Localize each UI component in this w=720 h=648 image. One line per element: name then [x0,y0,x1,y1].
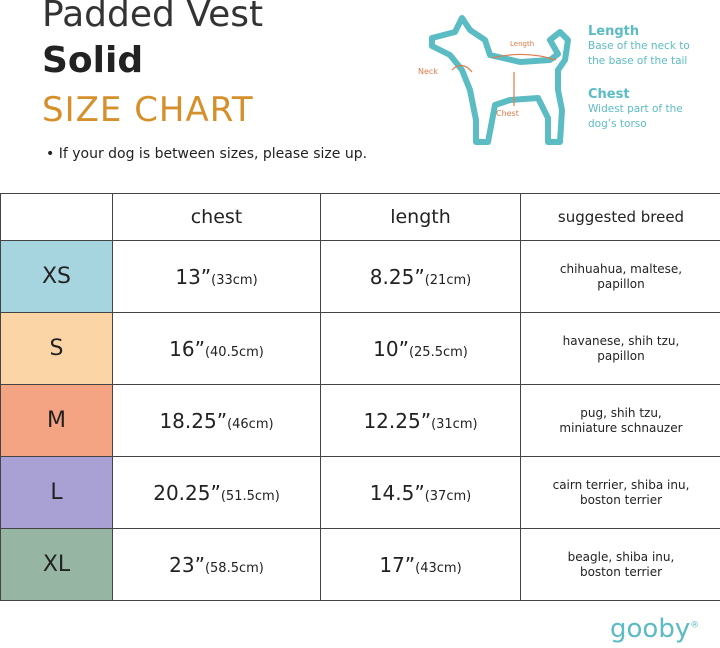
size-row: S 16”(40.5cm) 10”(25.5cm) havanese, shih tz… [0,312,720,385]
breed-line: pug, shih tzu, [580,405,662,420]
length-cell: 8.25”(21cm) [320,240,521,313]
length-cm: (25.5cm) [408,344,468,360]
length-cell: 12.25”(31cm) [320,384,521,457]
chest-cm: (40.5cm) [204,344,264,360]
chest-cm: (51.5cm) [220,488,280,504]
breed-line: beagle, shiba inu, [567,549,675,564]
length-cm: (31cm) [431,416,478,432]
note: • If your dog is between sizes, please s… [46,146,368,162]
legend: Length Base of the neck to the base of the… [588,24,690,132]
chest-cell: 23”(58.5cm) [112,528,321,601]
legend-line: dog’s torso [588,118,647,130]
size-row: M 18.25”(46cm) 12.25”(31cm) pug, shih tzu, m… [0,384,720,457]
breed-cell: cairn terrier, shiba inu, boston terrier [520,456,720,529]
legend-item: Chest Widest part of the dog’s torso [588,87,690,132]
size-cell: L [0,456,113,529]
legend-line: Widest part of the [588,103,683,115]
legend-line: Base of the neck to [588,40,690,52]
size-row: XL 23”(58.5cm) 17”(43cm) beagle, shiba inu,… [0,528,720,601]
dog-outline [429,15,571,145]
chest-label: Chest [496,109,519,118]
length-arrow [491,53,557,61]
breed-line: miniature schnauzer [559,420,683,435]
logo-text: gooby [610,614,691,644]
breed-line: boston terrier [579,564,663,579]
chest-cell: 18.25”(46cm) [112,384,321,457]
logo-mark: ® [690,620,700,631]
size-cell: S [0,312,113,385]
chest-inches: 18.25” [159,408,228,433]
header-row: chest length suggested breed [0,193,720,241]
breed-line: papillon [597,276,645,291]
length-inches: 14.5” [369,480,425,505]
length-cell: 14.5”(37cm) [320,456,521,529]
legend-title: Chest [588,87,630,102]
breed-cell: pug, shih tzu, miniature schnauzer [520,384,720,457]
length-cell: 10”(25.5cm) [320,312,521,385]
breed-cell: chihuahua, maltese, papillon [520,240,720,313]
logo: gooby® [610,614,699,644]
neck-arrow [451,64,473,73]
breed-line: papillon [597,348,645,363]
size-table: chest length suggested breed XS 13”(33cm)… [0,193,720,601]
chest-cm: (33cm) [211,272,258,288]
breed-line: chihuahua, maltese, [559,261,683,276]
breed-cell: havanese, shih tzu, papillon [520,312,720,385]
chest-inches: 13” [175,264,212,289]
chest-cm: (58.5cm) [204,560,264,576]
size-cell: M [0,384,113,457]
dog-diagram: Length Neck Chest [418,15,571,145]
length-inches: 8.25” [369,264,425,289]
length-cm: (37cm) [424,488,472,504]
breed-cell: beagle, shiba inu, boston terrier [520,528,720,601]
size-row: XS 13”(33cm) 8.25”(21cm) chihuahua, maltese… [0,240,720,313]
chest-cell: 16”(40.5cm) [112,312,321,385]
chest-cell: 13”(33cm) [112,240,321,313]
breed-line: cairn terrier, shiba inu, [552,477,690,492]
legend-title: Length [588,24,640,39]
length-inches: 12.25” [363,408,432,433]
neck-label: Neck [418,67,438,76]
length-cell: 17”(43cm) [320,528,521,601]
length-inches: 10” [373,336,409,361]
length-cm: (21cm) [424,272,472,288]
length-label: Length [510,40,534,48]
header-cell: suggested breed [520,193,720,241]
heading: SIZE CHART [42,90,254,130]
header-cell [0,193,113,241]
header-cell: chest [112,193,321,241]
length-inches: 17” [379,552,416,577]
breed-line: boston terrier [579,492,663,507]
chest-inches: 20.25” [153,480,221,505]
chest-inches: 23” [169,552,205,577]
size-cell: XL [0,528,113,601]
size-row: L 20.25”(51.5cm) 14.5”(37cm) cairn terrier,… [0,456,720,529]
subtitle: Solid [42,40,144,81]
legend-line: the base of the tail [588,55,688,67]
title: Padded Vest [42,0,264,35]
chest-inches: 16” [169,336,205,361]
table-body: chest length suggested breed XS 13”(33cm)… [0,193,720,601]
header-cell: length [320,193,521,241]
chest-cm: (46cm) [227,416,274,432]
legend-item: Length Base of the neck to the base of the… [588,24,690,69]
chest-cell: 20.25”(51.5cm) [112,456,321,529]
length-cm: (43cm) [415,560,462,576]
size-cell: XS [0,240,113,313]
breed-line: havanese, shih tzu, [562,333,680,348]
